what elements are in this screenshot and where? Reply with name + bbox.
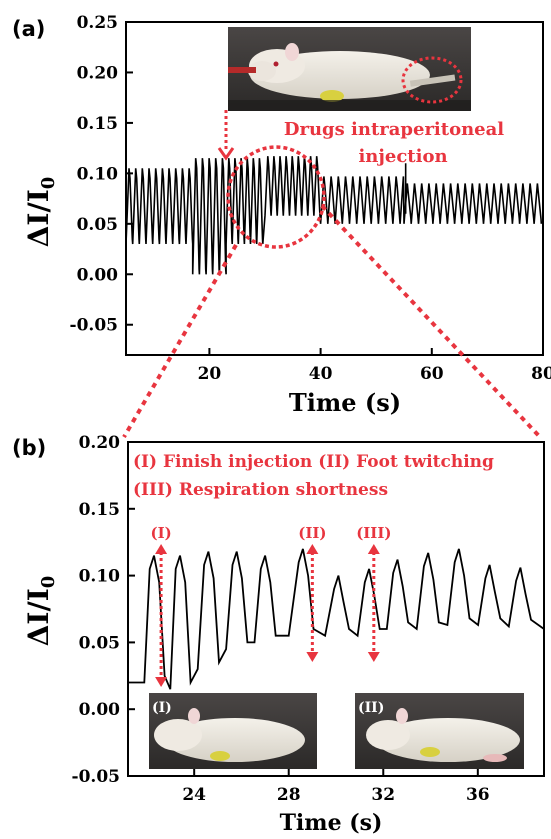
y-tick-label: 0.10 bbox=[79, 567, 121, 587]
zoom-connector-left bbox=[122, 243, 238, 439]
zoom-connector-right bbox=[320, 204, 542, 439]
panel-b-legend-line1: (I) Finish injection (II) Foot twitching bbox=[133, 452, 494, 472]
x-tick-label: 40 bbox=[309, 364, 333, 384]
panel-a-plot-frame bbox=[125, 21, 544, 356]
panel-b: (b) 0.20 0.15 0.10 0.05 0.00 -0.05 24 28 32 36 Δ… bbox=[12, 433, 545, 836]
y-tick-label: 0.20 bbox=[77, 63, 119, 83]
x-tick-label: 32 bbox=[371, 785, 395, 805]
y-tick-label: 0.20 bbox=[79, 433, 121, 453]
event-marker-label: (II) bbox=[298, 524, 326, 542]
event-marker-arrow-down bbox=[306, 652, 319, 662]
panel-a-rat-photo bbox=[228, 27, 471, 111]
y-tick-label: 0.00 bbox=[79, 700, 121, 720]
panel-b-photo-1: (I) bbox=[149, 693, 317, 769]
panel-b-legend-line2: (III) Respiration shortness bbox=[133, 480, 388, 500]
y-tick-label: 0.00 bbox=[77, 265, 119, 285]
x-tick-label: 28 bbox=[277, 785, 301, 805]
x-tick-label: 60 bbox=[420, 364, 444, 384]
panel-a-zoom-region-circle bbox=[226, 145, 326, 249]
x-tick-label: 24 bbox=[182, 785, 206, 805]
panel-b-photo-2-label: (II) bbox=[358, 700, 384, 716]
event-marker-arrow-up bbox=[306, 544, 319, 554]
y-tick-label: 0.10 bbox=[77, 164, 119, 184]
panel-b-y-ticks: 0.20 0.15 0.10 0.05 0.00 -0.05 bbox=[72, 433, 135, 787]
panel-a-injection-site-circle bbox=[401, 56, 463, 104]
event-marker-label: (III) bbox=[356, 524, 391, 542]
event-marker-label: (I) bbox=[150, 524, 171, 542]
x-tick-label: 20 bbox=[198, 364, 222, 384]
panel-b-plot-frame bbox=[127, 441, 545, 777]
panel-b-photo-2: (II) bbox=[355, 693, 524, 769]
panel-a-xlabel: Time (s) bbox=[289, 388, 401, 417]
panel-a-x-ticks: 20 40 60 80 bbox=[198, 348, 551, 384]
panel-a-label: (a) bbox=[12, 17, 45, 41]
panel-a-arrow-head bbox=[217, 147, 235, 161]
y-tick-label: 0.05 bbox=[77, 215, 118, 235]
y-tick-label: 0.05 bbox=[79, 633, 120, 653]
event-marker-arrow-down bbox=[367, 652, 380, 662]
panel-b-ylabel: ΔI/I0 bbox=[22, 576, 59, 647]
panel-a-annotation-line1: Drugs intraperitoneal bbox=[284, 119, 504, 140]
event-marker-arrow-up bbox=[367, 544, 380, 554]
panel-b-xlabel: Time (s) bbox=[280, 810, 383, 836]
panel-b-label: (b) bbox=[12, 436, 46, 460]
panel-a: (a) 0.25 0.20 0.15 0.10 0.05 0.00 -0.05 20 40 60… bbox=[12, 13, 551, 439]
y-tick-label: 0.15 bbox=[77, 114, 118, 134]
y-tick-label: 0.25 bbox=[77, 13, 118, 33]
panel-a-annotation-line2: injection bbox=[358, 146, 447, 167]
y-tick-label: 0.15 bbox=[79, 500, 120, 520]
y-tick-label: -0.05 bbox=[72, 767, 120, 787]
event-marker-arrow-up bbox=[155, 544, 168, 554]
event-marker-arrow-down bbox=[155, 677, 168, 687]
panel-b-event-markers: (I) (II) (III) bbox=[150, 524, 391, 687]
y-tick-label: -0.05 bbox=[70, 316, 118, 336]
panel-a-y-ticks: 0.25 0.20 0.15 0.10 0.05 0.00 -0.05 bbox=[70, 13, 133, 336]
panel-b-x-ticks: 24 28 32 36 bbox=[182, 769, 490, 805]
x-tick-label: 80 bbox=[531, 364, 551, 384]
x-tick-label: 36 bbox=[466, 785, 490, 805]
panel-b-photo-1-label: (I) bbox=[152, 700, 172, 716]
panel-a-signal-line bbox=[125, 156, 543, 275]
panel-a-ylabel: ΔI/I0 bbox=[22, 177, 59, 248]
panel-b-signal-line bbox=[128, 548, 545, 690]
